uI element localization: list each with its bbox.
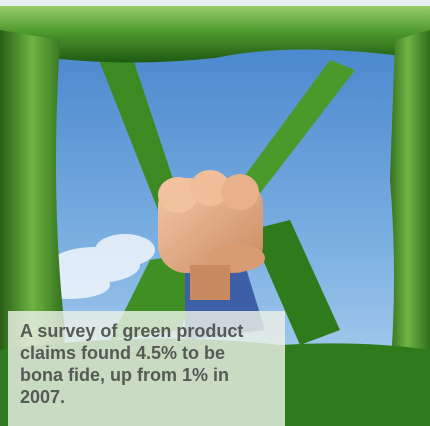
frame-right xyxy=(385,30,430,426)
frame-top xyxy=(0,0,430,63)
strap-right xyxy=(238,60,355,200)
strap-lower-right xyxy=(250,220,340,345)
clouds xyxy=(30,234,155,299)
top-border xyxy=(0,0,430,6)
caption: A survey of green product claims found 4… xyxy=(20,321,244,407)
fist xyxy=(158,170,265,300)
caption-box: A survey of green product claims found 4… xyxy=(8,311,285,426)
strap-left xyxy=(95,50,180,215)
